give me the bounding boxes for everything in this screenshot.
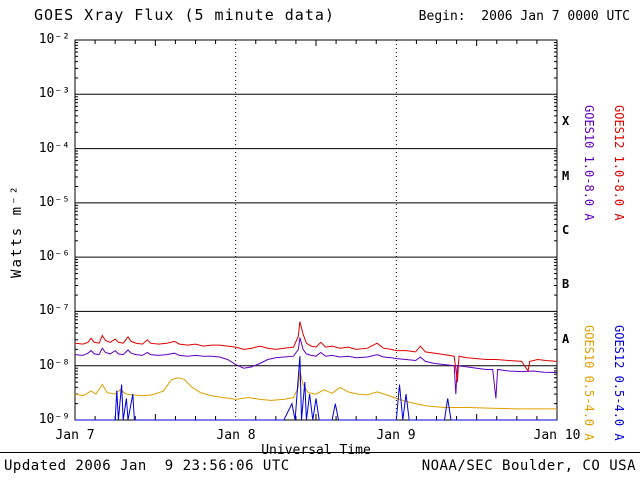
y-tick-1e-8: 10⁻⁸: [38, 358, 70, 373]
flare-class-m: M: [562, 169, 570, 183]
series-goes10_short: [74, 370, 557, 410]
x-axis-label: Universal Time: [261, 443, 371, 458]
y-tick-1e-4: 10⁻⁴: [38, 141, 70, 156]
y-tick-1e-7: 10⁻⁷: [38, 303, 70, 318]
legend-goes12-long: GOES12 1.0-8.0 A: [612, 105, 626, 221]
plot-title: GOES Xray Flux (5 minute data): [34, 6, 335, 24]
legend-goes10-short: GOES10 0.5-4.0 A: [582, 325, 596, 441]
series-goes12_long: [74, 321, 558, 383]
legend-goes10-long: GOES10 1.0-8.0 A: [582, 105, 596, 221]
legend-goes12-short: GOES12 0.5-4.0 A: [612, 325, 626, 441]
noaa-credit: NOAA/SEC Boulder, CO USA: [421, 458, 636, 474]
x-tick-jan8: Jan 8: [216, 428, 256, 443]
series-goes10_long: [74, 337, 558, 399]
updated-timestamp: Updated 2006 Jan 9 23:56:06 UTC: [4, 458, 290, 474]
y-tick-1e-5: 10⁻⁵: [38, 195, 70, 210]
x-tick-jan9: Jan 9: [376, 428, 416, 443]
flare-class-b: B: [562, 277, 570, 291]
x-tick-jan10: Jan 10: [533, 428, 581, 443]
plot-frame: [74, 39, 558, 421]
flare-class-a: A: [562, 332, 570, 346]
flare-class-c: C: [562, 223, 570, 237]
begin-time: Begin: 2006 Jan 7 0000 UTC: [418, 9, 630, 24]
y-tick-1e-2: 10⁻²: [38, 32, 70, 47]
flare-class-x: X: [562, 114, 570, 128]
y-tick-1e-9: 10⁻⁹: [38, 412, 70, 427]
y-tick-1e-6: 10⁻⁶: [38, 249, 70, 264]
x-tick-jan7: Jan 7: [55, 428, 95, 443]
y-tick-1e-3: 10⁻³: [38, 86, 70, 101]
footer-divider: [0, 452, 640, 453]
series-goes12_short: [75, 356, 557, 421]
y-axis-label: Watts m⁻²: [9, 184, 25, 278]
